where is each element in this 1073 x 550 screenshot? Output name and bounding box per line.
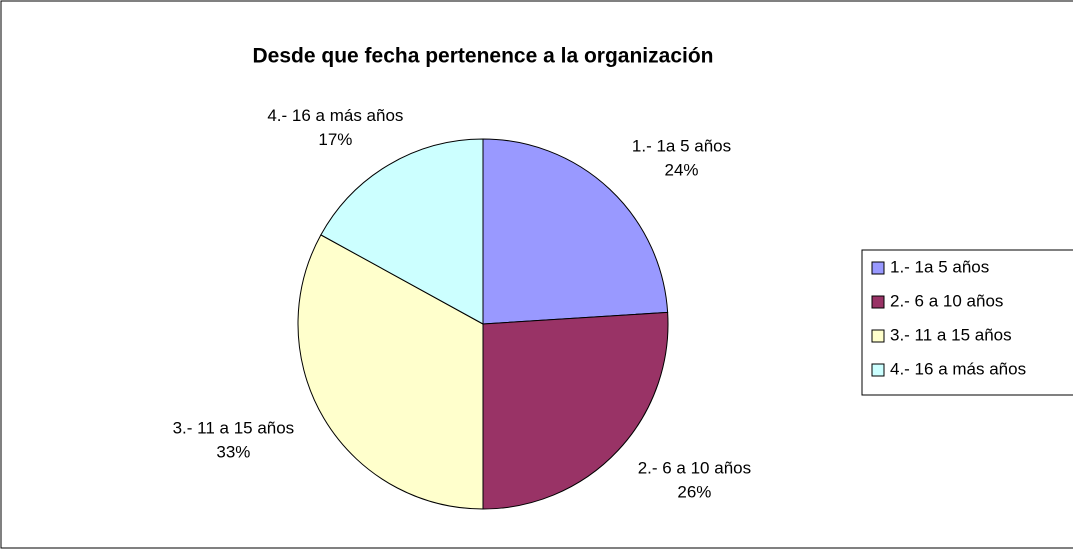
pie-slice (482, 138, 669, 325)
data-label-value: 24% (665, 160, 699, 179)
data-label-name: 1.- 1a 5 años (632, 136, 731, 155)
data-label-name: 4.- 16 a más años (267, 106, 403, 125)
data-label-value: 17% (318, 130, 352, 149)
pie-slice (320, 138, 484, 325)
legend-swatch (871, 363, 885, 377)
data-label-value: 26% (677, 483, 711, 502)
legend-label: 2.- 6 a 10 años (890, 291, 1003, 310)
legend-swatch (871, 261, 885, 275)
pie-slice (297, 234, 484, 510)
legend-label: 3.- 11 a 15 años (890, 325, 1012, 344)
data-label-value: 33% (216, 443, 250, 462)
legend-box (861, 249, 1073, 396)
legend-swatch (871, 295, 885, 309)
chart-title: Desde que fecha pertenence a la organiza… (253, 45, 714, 68)
legend-label: 4.- 16 a más años (890, 359, 1026, 378)
legend-label: 1.- 1a 5 años (890, 257, 989, 276)
data-label-name: 2.- 6 a 10 años (638, 459, 751, 478)
pie-slice (482, 311, 669, 510)
data-label-name: 3.- 11 a 15 años (173, 419, 295, 438)
legend-swatch (871, 329, 885, 343)
